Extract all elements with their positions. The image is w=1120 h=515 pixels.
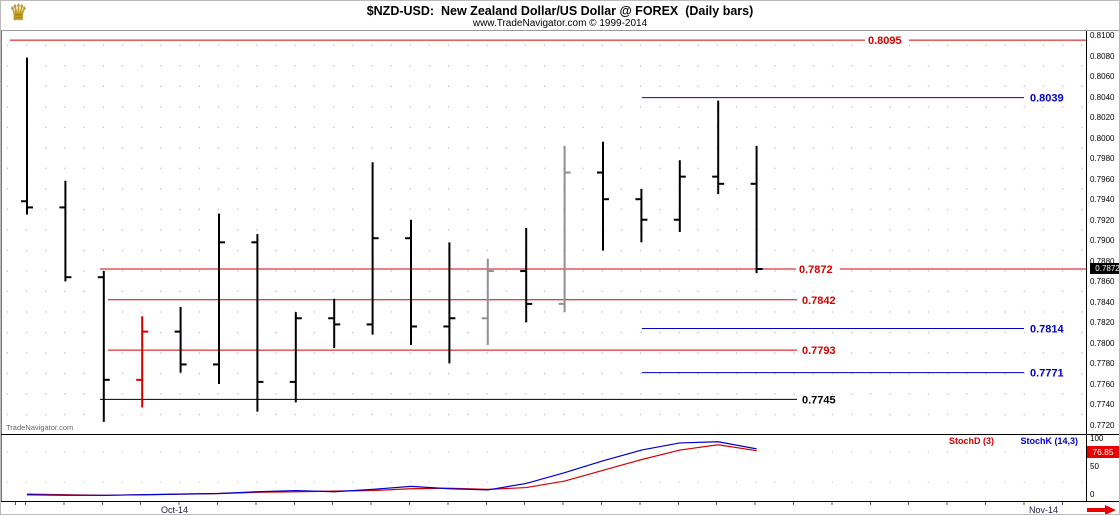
stoch-scale-100: 100 [1090, 434, 1104, 443]
price-axis-label: 0.7880 [1090, 256, 1115, 266]
price-axis-label: 0.8020 [1090, 113, 1115, 123]
level-labels: 0.8095 0.8039 0.7872 0.7842 0.7814 0.7793 0.77… [796, 33, 1065, 406]
price-axis-label: 0.8000 [1090, 133, 1115, 143]
stoch-value-badge: 76.85 [1087, 445, 1119, 458]
price-axis-label: 0.7920 [1090, 215, 1115, 225]
price-axis-label: 0.7760 [1090, 379, 1115, 389]
svg-text:0.7814: 0.7814 [1030, 324, 1065, 336]
stochastic-canvas[interactable] [2, 435, 1087, 501]
support-resistance-lines [10, 39, 1087, 400]
stochastic-axis: 100 50 0 76.85 [1086, 434, 1119, 501]
price-axis-label: 0.7980 [1090, 154, 1115, 164]
date-axis-ticks [1, 502, 1086, 505]
current-price-badge: 0.7872 [1090, 263, 1119, 274]
svg-text:0.8095: 0.8095 [868, 35, 902, 47]
trade-navigator-logo-icon: ♛ [9, 1, 28, 24]
copyright-subtitle: www.TradeNavigator.com © 1999-2014 [472, 18, 648, 29]
price-chart-plot-area[interactable]: 0.8095 0.8039 0.7872 0.7842 0.7814 0.7793 0.77… [1, 31, 1087, 434]
price-axis-label: 0.7800 [1090, 338, 1115, 348]
stoch-scale-50: 50 [1090, 462, 1099, 471]
price-chart-row: 0.8095 0.8039 0.7872 0.7842 0.7814 0.7793 0.77… [1, 30, 1119, 434]
svg-text:0.7745: 0.7745 [802, 394, 836, 406]
page-title: $NZD-USD: New Zealand Dollar/US Dollar @… [366, 4, 754, 18]
price-axis-label: 0.8100 [1090, 31, 1115, 40]
price-axis: 0.7872 0.8100 0.8080 0.8060 0.8040 0.8020 0.8… [1086, 31, 1119, 434]
stochastic-plot-area[interactable]: StochD (3) StochK (14,3) [1, 435, 1086, 501]
price-axis-label: 0.7940 [1090, 195, 1115, 205]
date-axis: Oct-14 Nov-14 [1, 501, 1119, 515]
price-axis-label: 0.8060 [1090, 72, 1115, 82]
stochastic-panel-row: StochD (3) StochK (14,3) 100 50 0 76.85 [1, 434, 1119, 501]
scroll-right-arrow-icon[interactable] [1087, 504, 1117, 515]
price-axis-label: 0.7720 [1090, 421, 1115, 430]
chart-header: ♛ $NZD-USD: New Zealand Dollar/US Dollar… [1, 1, 1119, 30]
price-axis-label: 0.8080 [1090, 51, 1115, 61]
price-axis-label: 0.7740 [1090, 400, 1115, 410]
price-axis-label: 0.7840 [1090, 297, 1115, 307]
price-axis-label: 0.7780 [1090, 359, 1115, 369]
price-axis-label: 0.7960 [1090, 174, 1115, 184]
svg-text:0.7842: 0.7842 [802, 295, 836, 307]
svg-text:0.7872: 0.7872 [799, 264, 833, 276]
price-axis-label: 0.7860 [1090, 277, 1115, 287]
price-chart-canvas[interactable]: 0.8095 0.8039 0.7872 0.7842 0.7814 0.7793 0.77… [2, 31, 1087, 434]
stochd-legend-label[interactable]: StochD (3) [949, 436, 994, 446]
svg-text:0.7793: 0.7793 [802, 345, 836, 357]
price-axis-label: 0.7900 [1090, 236, 1115, 246]
stoch-scale-0: 0 [1090, 490, 1095, 499]
svg-text:0.7771: 0.7771 [1030, 368, 1064, 380]
date-label: Nov-14 [1029, 505, 1059, 515]
price-axis-label: 0.7820 [1090, 318, 1115, 328]
svg-text:0.8039: 0.8039 [1030, 93, 1064, 105]
stochk-legend-label[interactable]: StochK (14,3) [1020, 436, 1078, 446]
ohlc-bars [21, 57, 763, 422]
date-label: Oct-14 [161, 505, 189, 515]
price-axis-label: 0.8040 [1090, 92, 1115, 102]
watermark: TradeNavigator.com [6, 423, 74, 432]
